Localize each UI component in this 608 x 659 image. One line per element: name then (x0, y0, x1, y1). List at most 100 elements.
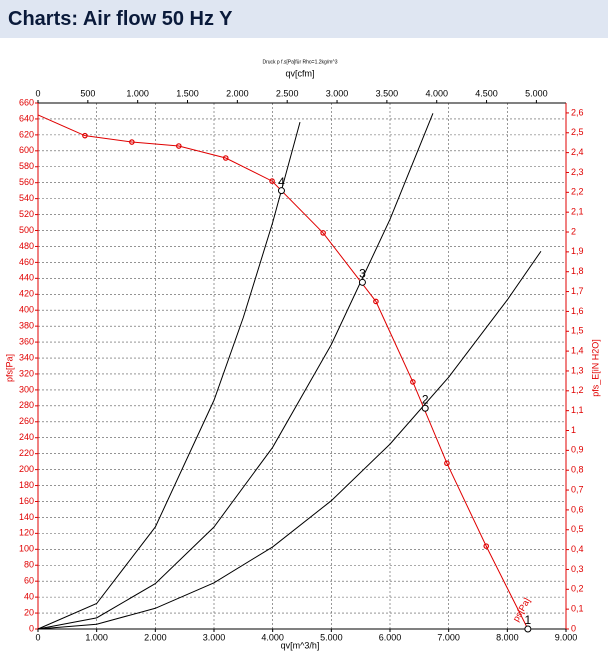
series-marker (129, 139, 135, 145)
y2-tick-label: 1 (571, 425, 576, 435)
series-marker (176, 143, 182, 149)
x2-tick-label: 1.500 (176, 88, 199, 98)
y-tick-label: 600 (19, 145, 34, 155)
y-tick-label: 140 (19, 512, 34, 522)
y2-tick-label: 2,6 (571, 107, 584, 117)
series-marker (222, 155, 229, 161)
x2-tick-label: 2.500 (276, 88, 299, 98)
series-line (37, 121, 301, 630)
y2-tick-label: 0,6 (571, 504, 584, 514)
y2-tick-label: 2 (571, 226, 576, 236)
y2-tick-label: 2,1 (571, 207, 584, 217)
y2-tick-label: 2,3 (571, 167, 584, 177)
header-title: Charts: Air flow 50 Hz Y (8, 8, 233, 30)
y2-tick-label: 0,3 (571, 564, 584, 574)
y2-tick-label: 0,9 (571, 445, 584, 455)
x2-tick-label: 5.000 (525, 88, 548, 98)
y-tick-label: 80 (24, 560, 34, 570)
x2-tick-label: 3.000 (326, 88, 349, 98)
y-tick-label: 100 (19, 544, 34, 554)
operating-point (421, 404, 429, 412)
y2-tick-label: 1,7 (571, 286, 584, 296)
y-tick-label: 560 (19, 177, 34, 187)
y-tick-label: 420 (19, 289, 34, 299)
chart-title: Druck p f.s[Pa]für Rho=1.2kg/m^3 (262, 59, 337, 65)
y2-tick-label: 1,1 (571, 405, 584, 415)
series-marker (444, 460, 450, 467)
x2-axis-label: qv[cfm] (285, 68, 314, 78)
operating-point (277, 187, 285, 195)
y-tick-label: 440 (19, 273, 34, 283)
x2-tick-label: 4.000 (425, 88, 448, 98)
series-line (37, 250, 542, 630)
y-tick-label: 340 (19, 352, 34, 362)
x2-tick-label: 1.000 (126, 88, 149, 98)
y2-tick-label: 0,1 (571, 604, 584, 614)
x-tick-label: 6.000 (379, 632, 402, 642)
operating-point-label: 2 (422, 392, 429, 406)
y2-tick-label: 0,8 (571, 465, 584, 475)
x-tick-label: 4.000 (261, 632, 284, 642)
y-tick-label: 40 (24, 591, 34, 601)
x-tick-label: 2.000 (144, 632, 167, 642)
y-tick-label: 300 (19, 384, 34, 394)
x2-tick-label: 2.000 (226, 88, 249, 98)
y-tick-label: 180 (19, 480, 34, 490)
series-line (37, 114, 529, 630)
series-marker (82, 132, 88, 139)
operating-point (358, 278, 366, 286)
series-line (37, 113, 434, 630)
x-axis-label: qv[m^3/h] (281, 640, 320, 650)
operating-point-label: 1 (525, 613, 532, 627)
x2-tick-label: 3.500 (376, 88, 399, 98)
y2-axis-label: pfs_E[iN H2O] (590, 339, 600, 397)
y2-tick-label: 2,2 (571, 187, 584, 197)
y-tick-label: 460 (19, 257, 34, 267)
series-marker (483, 543, 490, 549)
y-axis-label: pfs[Pa] (4, 354, 14, 382)
y2-tick-label: 0,7 (571, 484, 584, 494)
y-tick-label: 520 (19, 209, 34, 219)
y2-tick-label: 1,3 (571, 365, 584, 375)
y-tick-label: 580 (19, 161, 34, 171)
y2-tick-label: 1,4 (571, 345, 584, 355)
chart: Druck p f.s[Pa]für Rho=1.2kg/m^3 qv[cfm]… (4, 59, 600, 650)
x-tick-label: 3.000 (203, 632, 226, 642)
y-tick-label: 320 (19, 368, 34, 378)
series-marker (410, 379, 416, 385)
y2-tick-label: 1,2 (571, 385, 584, 395)
y-tick-label: 360 (19, 336, 34, 346)
operating-point-label: 3 (359, 266, 366, 280)
y2-tick-label: 0,5 (571, 524, 584, 534)
x-tick-label: 0 (35, 632, 40, 642)
series-marker (373, 298, 379, 305)
x-tick-label: 9.000 (555, 632, 578, 642)
y2-tick-label: 0,4 (571, 544, 584, 554)
y-tick-label: 220 (19, 448, 34, 458)
y2-tick-label: 2,5 (571, 127, 584, 137)
y-tick-label: 540 (19, 193, 34, 203)
operating-point (524, 625, 532, 633)
y2-tick-label: 1,9 (571, 246, 584, 256)
x2-tick-label: 500 (80, 88, 95, 98)
x-tick-label: 1.000 (85, 632, 108, 642)
y2-tick-label: 0 (571, 623, 576, 633)
y-tick-label: 620 (19, 129, 34, 139)
y2-tick-label: 2,4 (571, 147, 584, 157)
y-tick-label: 500 (19, 225, 34, 235)
y-tick-label: 400 (19, 305, 34, 315)
y-tick-label: 240 (19, 432, 34, 442)
y-tick-label: 640 (19, 113, 34, 123)
x2-tick-label: 4.500 (475, 88, 498, 98)
series-marker (320, 230, 326, 236)
y-tick-label: 160 (19, 496, 34, 506)
header: Charts: Air flow 50 Hz Y (0, 0, 608, 38)
x-tick-label: 7.000 (437, 632, 460, 642)
x2-tick-label: 0 (35, 88, 40, 98)
y2-tick-label: 0,2 (571, 584, 584, 594)
operating-point-label: 4 (278, 175, 285, 189)
series-marker (269, 178, 275, 184)
x-tick-label: 8.000 (496, 632, 519, 642)
x-tick-label: 5.000 (320, 632, 343, 642)
